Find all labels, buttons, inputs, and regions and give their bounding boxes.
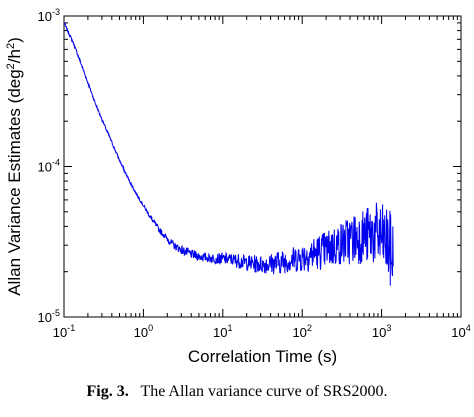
x-axis-label: Correlation Time (s)	[188, 347, 337, 366]
tick-marks	[63, 15, 462, 318]
y-tick-label: 10-3	[38, 7, 60, 24]
figure-caption-text: The Allan variance curve of SRS2000.	[140, 383, 388, 400]
figure-caption-label: Fig. 3.	[86, 383, 129, 400]
series-line	[63, 22, 394, 286]
x-tick-label: 102	[292, 323, 311, 340]
x-tick-label: 103	[372, 323, 391, 340]
x-tick-label: 101	[213, 323, 232, 340]
figure-caption: Fig. 3. The Allan variance curve of SRS2…	[0, 383, 474, 401]
y-axis-label: Allan Variance Estimates (deg2/h2)	[5, 37, 24, 296]
x-tick-label: 104	[451, 323, 470, 340]
tick-labels: 10-1 100 101 102 103 104 10-5 10-4 10-3	[38, 7, 471, 340]
x-tick-label: 100	[134, 323, 153, 340]
y-tick-label: 10-5	[38, 308, 60, 325]
x-tick-label: 10-1	[53, 323, 75, 340]
y-tick-label: 10-4	[38, 158, 60, 175]
allan-variance-chart: 10-1 100 101 102 103 104 10-5 10-4 10-3 Correlat…	[5, 7, 471, 366]
